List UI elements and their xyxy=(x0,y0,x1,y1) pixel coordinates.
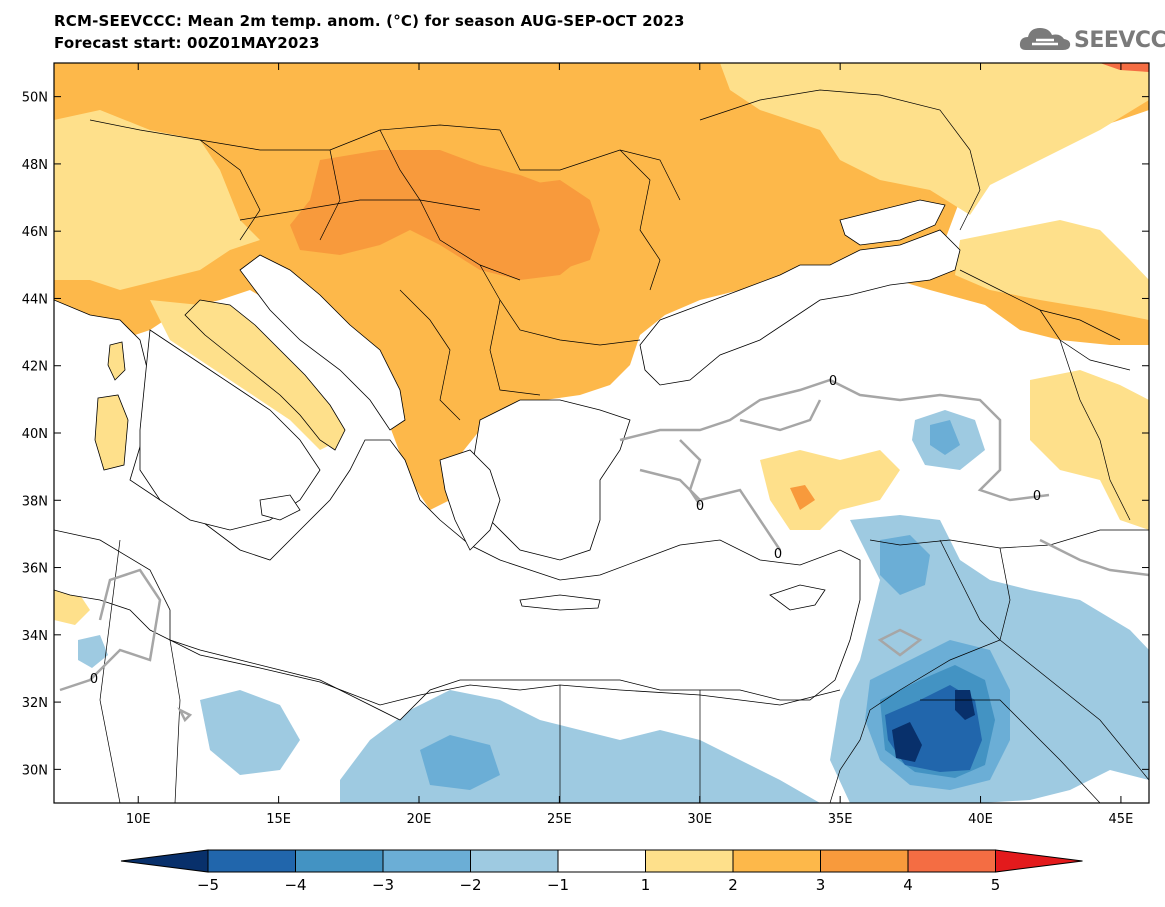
country-borders xyxy=(89,89,1149,803)
anomaly-region-west-europe xyxy=(54,110,260,290)
north-africa-coast xyxy=(54,529,841,706)
cyprus xyxy=(769,584,826,611)
anomaly-region-arabia-core2 xyxy=(955,690,975,720)
colorbar-segment-2 xyxy=(295,849,384,873)
lat-tick-label-4: 38N xyxy=(22,494,48,509)
colorbar-label-3: −2 xyxy=(459,876,481,894)
anomaly-region-algeria-cool xyxy=(78,635,108,668)
anomaly-region-libya-mid xyxy=(420,735,500,790)
black-sea xyxy=(639,229,961,386)
crete xyxy=(519,594,601,611)
lat-tick-label-2: 34N xyxy=(22,629,48,644)
anomaly-region-ukraine xyxy=(720,63,1149,215)
colorbar-segment-8 xyxy=(820,849,909,873)
anomaly-region-arabia-core xyxy=(892,722,922,762)
lat-tick-label-6: 42N xyxy=(22,360,48,375)
colorbar-label-4: −1 xyxy=(547,876,569,894)
colorbar-label-0: −5 xyxy=(197,876,219,894)
colorbar-segment-0 xyxy=(120,849,209,873)
anomaly-region-east-anatolia xyxy=(1030,370,1149,530)
lat-tick-label-5: 40N xyxy=(22,427,48,442)
chart-subtitle: Forecast start: 00Z01MAY2023 xyxy=(54,34,320,52)
anomaly-region-anatolia-warm xyxy=(760,450,900,530)
corsica xyxy=(107,341,126,381)
sicily xyxy=(259,494,301,521)
map-plot-area: 0 0 0 0 0 xyxy=(54,63,1149,803)
lon-tick-label-4: 30E xyxy=(687,812,712,827)
colorbar-segment-7 xyxy=(732,849,821,873)
chart-title: RCM-SEEVCCC: Mean 2m temp. anom. (°C) fo… xyxy=(54,12,685,30)
colorbar-segment-1 xyxy=(207,849,296,873)
colorbar-label-6: 2 xyxy=(728,876,738,894)
colorbar-label-1: −4 xyxy=(284,876,306,894)
anomaly-region-tunisia-cool xyxy=(200,690,300,775)
colorbar-segment-6 xyxy=(645,849,734,873)
lat-tick-label-7: 44N xyxy=(22,292,48,307)
sardinia xyxy=(94,394,129,471)
colorbar-label-8: 4 xyxy=(903,876,913,894)
lat-tick-label-8: 46N xyxy=(22,225,48,240)
anomaly-region-romania-hot xyxy=(515,180,600,270)
contour-label-turkey-north: 0 xyxy=(829,374,837,389)
anomaly-region-pannonia xyxy=(290,150,585,280)
lat-tick-label-3: 36N xyxy=(22,562,48,577)
aegean-sea xyxy=(469,399,631,561)
lon-tick-label-6: 40E xyxy=(968,812,993,827)
lon-tick-label-0: 10E xyxy=(126,812,151,827)
lon-tick-label-5: 35E xyxy=(828,812,853,827)
colorbar-segment-9 xyxy=(907,849,996,873)
zero-contours xyxy=(59,378,1149,723)
contour-label-africa: 0 xyxy=(90,672,98,687)
colorbar-label-2: −3 xyxy=(372,876,394,894)
anomaly-region-tunisia-warm xyxy=(54,590,90,625)
latitude-axis: 30N 32N 34N 36N 38N 40N 42N 44N 46N 48N 50N xyxy=(22,91,1149,778)
adriatic-sea xyxy=(239,254,406,431)
lat-tick-label-1: 32N xyxy=(22,696,48,711)
colorbar-segment-5 xyxy=(557,849,646,873)
anomaly-region-small-hot xyxy=(790,485,815,510)
anomaly-region-levant-mid xyxy=(880,535,930,595)
greece xyxy=(439,449,501,551)
contour-label-turkey-east: 0 xyxy=(1033,489,1041,504)
lon-tick-label-2: 20E xyxy=(407,812,432,827)
colorbar-label-7: 3 xyxy=(816,876,826,894)
lon-tick-label-3: 25E xyxy=(547,812,572,827)
contour-label-turkey-south: 0 xyxy=(774,547,782,562)
logo-text: SEEVCCC xyxy=(1074,28,1165,53)
colorbar-label-9: 5 xyxy=(991,876,1001,894)
lon-tick-label-1: 15E xyxy=(266,812,291,827)
lat-tick-label-0: 30N xyxy=(22,763,48,778)
cloud-icon xyxy=(1019,28,1071,50)
colorbar-segment-4 xyxy=(470,849,559,873)
colorbar-segment-3 xyxy=(382,849,471,873)
colorbar-segment-10 xyxy=(995,849,1083,873)
anomaly-region-far-northeast xyxy=(1100,63,1149,72)
contour-label-turkey-center: 0 xyxy=(696,499,704,514)
colorbar-label-5: 1 xyxy=(641,876,651,894)
anomaly-region-italy xyxy=(150,300,340,450)
lat-tick-label-9: 48N xyxy=(22,158,48,173)
longitude-axis: 10E 15E 20E 25E 30E 35E 40E 45E xyxy=(126,63,1133,827)
anomaly-region-caucasus xyxy=(955,220,1149,320)
seevccc-logo: SEEVCCC xyxy=(1018,22,1165,58)
colorbar: −5 −4 −3 −2 −1 1 2 3 4 5 xyxy=(120,849,1083,894)
lon-tick-label-7: 45E xyxy=(1109,812,1134,827)
anomaly-region-anatolia-mid xyxy=(930,420,960,455)
italy xyxy=(184,299,346,451)
lat-tick-label-10: 50N xyxy=(22,91,48,106)
mediterranean-sea xyxy=(54,299,861,721)
sea-of-azov xyxy=(839,199,946,246)
